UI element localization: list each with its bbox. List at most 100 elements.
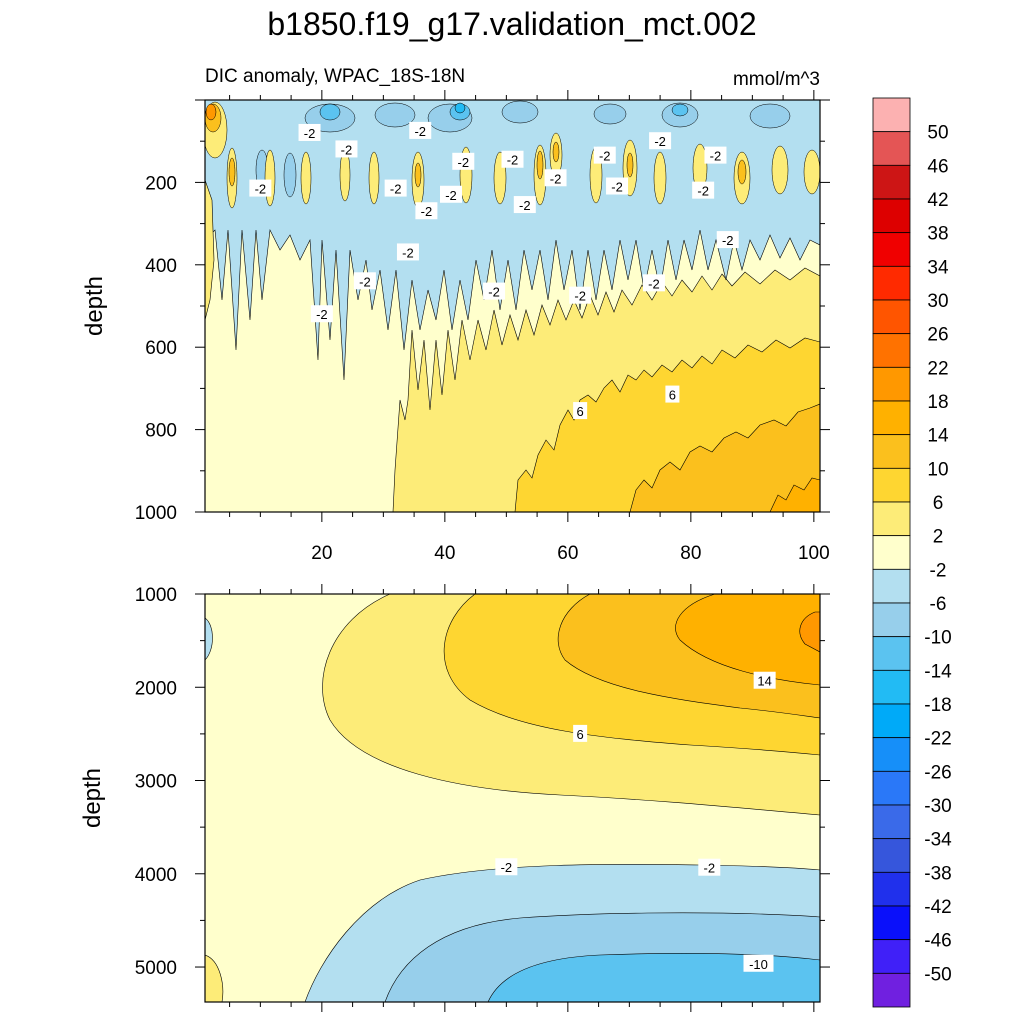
contour-label: -2	[310, 305, 333, 323]
contour-label: -2	[698, 858, 721, 876]
contour-label-text: -2	[574, 289, 586, 304]
colorbar-swatch	[872, 602, 911, 638]
colorbar-label: 46	[927, 156, 948, 177]
y-tick-label: 400	[145, 256, 177, 277]
x-tick-label: 60	[557, 543, 578, 564]
contour-label: -2	[409, 121, 432, 139]
colorbar-label: -38	[924, 863, 951, 884]
contour-label-box	[649, 132, 672, 150]
colorbar-swatch	[872, 770, 911, 806]
colorbar-label: 38	[927, 224, 948, 245]
contour-label-box	[665, 385, 680, 403]
colorbar-swatch	[872, 265, 911, 301]
contour-label: -2	[298, 123, 321, 141]
contour-label-text: -10	[749, 957, 768, 972]
contour-label-box	[513, 196, 536, 214]
contour-label-box	[409, 121, 432, 139]
contour-label-text: -2	[704, 861, 716, 876]
contour-label: -2	[353, 272, 376, 290]
colorbar-label: -46	[924, 931, 951, 952]
contour-label-text: -2	[390, 182, 402, 197]
colorbar-swatch	[872, 703, 911, 739]
contour-label-text: -2	[611, 180, 623, 195]
upper-contour-fill	[205, 100, 820, 512]
lower-ylabel: depth	[79, 768, 106, 828]
contour-label: -2	[335, 140, 358, 158]
contour-label: -10	[743, 954, 774, 972]
contour-label: -2	[593, 146, 616, 164]
contour-label-text: -2	[341, 142, 353, 157]
colorbar-label: 50	[927, 123, 948, 144]
contour-label-text: 6	[577, 404, 584, 419]
contour-label-box	[544, 169, 567, 187]
contour-label: -2	[384, 179, 407, 197]
colorbar-label: 2	[933, 527, 944, 548]
colorbar-swatch	[872, 366, 911, 402]
colorbar-label: 22	[927, 358, 948, 379]
y-tick-label: 1000	[135, 585, 177, 606]
colorbar-swatch	[872, 164, 911, 200]
colorbar-label: 14	[927, 426, 949, 447]
contour-label-box	[753, 671, 776, 689]
colorbar-label: 10	[927, 459, 948, 480]
colorbar-swatch	[872, 467, 911, 503]
x-tick-label: 80	[680, 543, 701, 564]
lower-contour-fill	[205, 594, 820, 1002]
contour-label-text: -2	[648, 276, 660, 291]
colorbar-swatch	[872, 400, 911, 436]
contour-label-text: -2	[445, 188, 457, 203]
colorbar-label: -22	[924, 729, 951, 750]
contour-label-box	[483, 282, 506, 300]
contour-label-text: -2	[359, 274, 371, 289]
colorbar-label: 30	[927, 291, 948, 312]
colorbar-swatch	[872, 939, 911, 974]
contour-label-box	[501, 150, 524, 168]
contour-label: -2	[396, 243, 419, 261]
contour-label-text: -2	[507, 153, 519, 168]
colorbar-swatch	[872, 97, 911, 133]
contour-label: -2	[495, 858, 518, 876]
lower-axes: 1000 2000 3000 4000 5000	[135, 584, 830, 1012]
contour-label: 6	[665, 385, 680, 403]
x-tick-label: 100	[798, 543, 830, 564]
y-tick-label: 200	[145, 173, 177, 194]
contour-label-text: 6	[577, 727, 584, 742]
contour-label: -2	[513, 196, 536, 214]
contour-label-box	[298, 123, 321, 141]
contour-label-text: -2	[488, 285, 500, 300]
colorbar-swatch	[872, 198, 911, 234]
contour-label: -2	[415, 202, 438, 220]
upper-axes: 20 40 60 80 100 200 400 600 800 1000	[135, 90, 830, 564]
contour-label: -2	[440, 185, 462, 203]
colorbar-label: -34	[924, 830, 952, 851]
colorbar-swatch	[872, 568, 911, 604]
lower-panel-frame	[204, 593, 821, 1003]
contour-label-box	[249, 179, 272, 197]
colorbar-swatch	[872, 972, 911, 1008]
contour-label-box	[573, 402, 588, 420]
colorbar-swatch	[872, 232, 911, 267]
contour-label-text: -2	[519, 198, 531, 213]
colorbar-label: -30	[924, 796, 951, 817]
colorbar-label: -6	[930, 594, 947, 615]
contour-label-box	[396, 243, 419, 261]
y-tick-label: 4000	[135, 865, 177, 886]
y-tick-label: 5000	[135, 958, 177, 979]
contour-label-text: -2	[414, 124, 426, 139]
contour-label-text: -2	[722, 233, 734, 248]
contour-label-box	[606, 177, 629, 195]
colorbar-label: -10	[924, 628, 951, 649]
colorbar-swatch	[872, 737, 911, 772]
contour-label: -2	[606, 177, 629, 195]
colorbar-swatch	[872, 131, 911, 166]
contour-label-text: 14	[757, 674, 771, 689]
contour-label-box	[698, 858, 721, 876]
contour-label-text: -2	[710, 149, 722, 164]
contour-label-text: -2	[501, 860, 513, 875]
chart-subtitle: DIC anomaly, WPAC_18S-18N	[205, 66, 465, 87]
y-tick-label: 1000	[135, 503, 177, 524]
contour-label-text: -2	[654, 134, 666, 149]
units-label: mmol/m^3	[733, 69, 820, 90]
contour-label: -2	[544, 169, 567, 187]
contour-label-box	[642, 274, 665, 292]
